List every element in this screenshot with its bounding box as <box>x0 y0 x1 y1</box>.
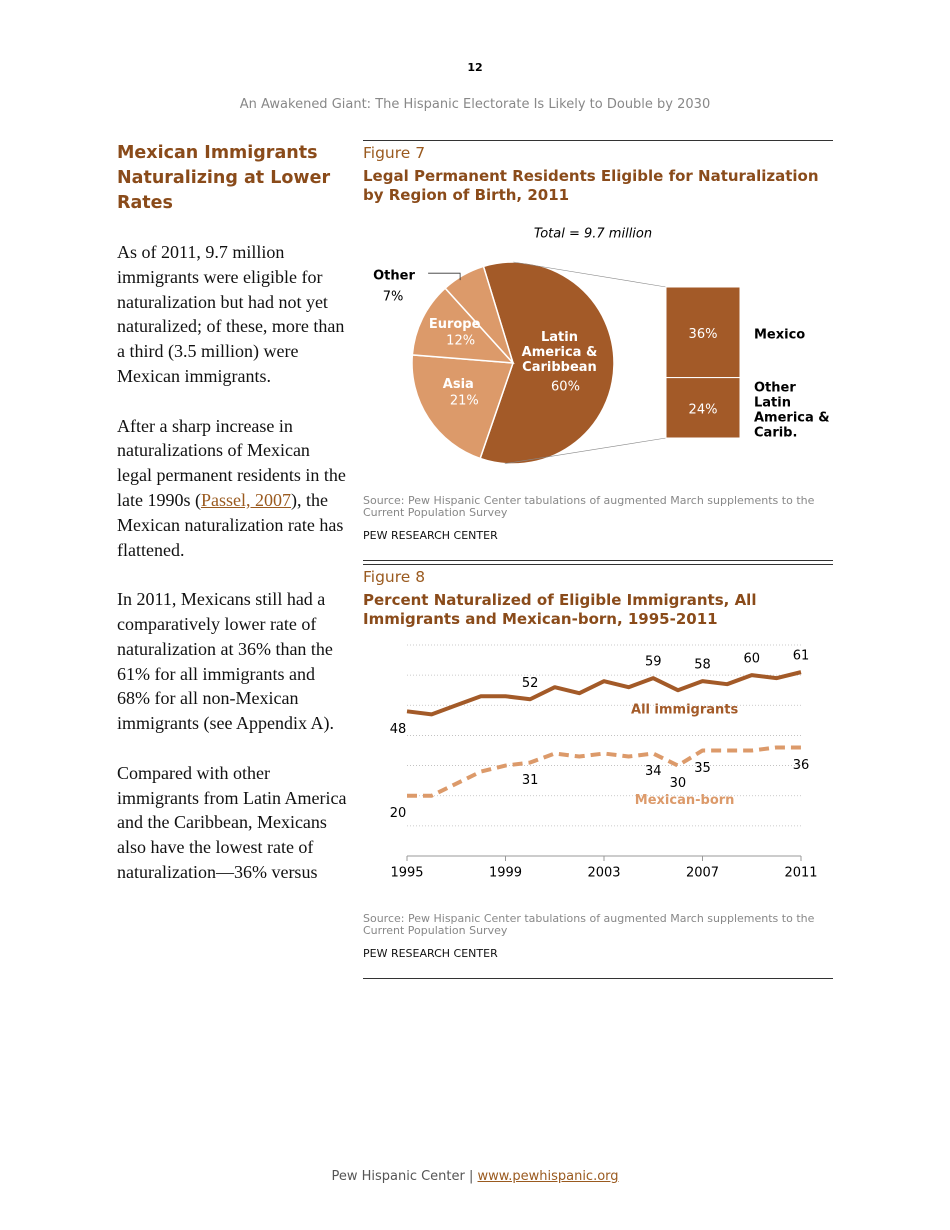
bar-label: Other Latin America & Carib. <box>754 380 830 440</box>
data-label: 31 <box>522 773 539 788</box>
slice-value: 7% <box>383 290 404 305</box>
running-title: An Awakened Giant: The Hispanic Electora… <box>239 97 711 112</box>
pie-slice <box>479 261 615 465</box>
slice-value: 12% <box>446 334 475 349</box>
paragraph: As of 2011, 9.7 million immigrants were … <box>117 242 345 386</box>
credit: PEW RESEARCH CENTER <box>363 947 498 960</box>
slice-label: Latin America & Caribbean <box>522 329 598 374</box>
data-label: 34 <box>645 764 662 779</box>
data-label: 20 <box>390 806 407 821</box>
data-label: 60 <box>743 652 760 667</box>
figure-label: Figure 7 <box>363 144 426 162</box>
series-line <box>406 670 802 717</box>
breakdown-bar <box>665 286 741 379</box>
line-chart: 1995 1999 2003 2007 2011 48 52 59 58 60 61 All immi… <box>390 644 818 881</box>
rule <box>363 564 833 565</box>
paragraph: After a sharp increase in naturalization… <box>117 414 349 563</box>
paragraph-text: After a sharp increase in naturalization… <box>117 415 346 510</box>
credit: PEW RESEARCH CENTER <box>363 529 498 542</box>
source-note: Source: Pew Hispanic Center tabulations … <box>363 912 815 937</box>
citation-link[interactable]: Passel, 2007 <box>200 489 291 510</box>
slice-label: Europe <box>429 317 481 332</box>
x-tick-label: 2011 <box>784 866 817 881</box>
slice-label: Other <box>373 269 415 284</box>
pie-slice <box>444 265 514 364</box>
connector <box>504 437 667 464</box>
leader-line <box>428 272 461 281</box>
paragraph: In 2011, Mexicans still had a comparativ… <box>117 589 334 734</box>
pie-slice <box>411 354 515 460</box>
slice-value: 21% <box>450 394 479 409</box>
x-tick-label: 1995 <box>390 866 423 881</box>
data-label: 58 <box>694 658 711 673</box>
figure-title: Legal Permanent Residents Eligible for N… <box>363 167 819 204</box>
paragraph: Compared with other immigrants from Lati… <box>117 762 347 882</box>
data-label: 61 <box>793 649 810 664</box>
data-label: 52 <box>522 676 539 691</box>
x-tick-label: 1999 <box>489 866 522 881</box>
series-label: All immigrants <box>631 703 738 718</box>
series-label: Mexican-born <box>635 793 735 808</box>
slice-value: 60% <box>551 379 580 394</box>
section-heading: Mexican Immigrants Naturalizing at Lower… <box>117 143 331 213</box>
data-label: 30 <box>670 776 687 791</box>
series-line <box>407 745 801 798</box>
connector <box>513 261 667 288</box>
bar-value: 24% <box>689 402 718 417</box>
figure-title: Percent Naturalized of Eligible Immigran… <box>363 591 757 628</box>
data-label: 48 <box>390 722 407 737</box>
footer-text: Pew Hispanic Center | <box>331 1169 474 1184</box>
data-label: 36 <box>793 758 810 773</box>
slice-label: Asia <box>443 377 474 392</box>
x-tick-label: 2007 <box>686 866 719 881</box>
chart-subtitle: Total = 9.7 million <box>534 227 652 242</box>
bar-value: 36% <box>689 327 718 342</box>
paragraph-text: ), the Mexican naturalization rate has f… <box>117 489 344 560</box>
x-tick-label: 2003 <box>587 866 620 881</box>
breakdown-bar <box>665 377 741 439</box>
source-note: Source: Pew Hispanic Center tabulations … <box>363 494 815 519</box>
page-number: 12 <box>467 61 483 74</box>
rule <box>363 140 833 141</box>
pie-slice <box>411 287 515 364</box>
rule <box>363 560 833 561</box>
data-label: 35 <box>694 761 711 776</box>
data-label: 59 <box>645 655 662 670</box>
rule <box>363 978 833 979</box>
pie-chart: Total = 9.7 million Latin America & Caribbe… <box>373 227 830 465</box>
figure-label: Figure 8 <box>363 568 426 586</box>
footer: Pew Hispanic Center | www.pewhispanic.or… <box>0 1169 950 1184</box>
sidebar-text: As of 2011, 9.7 million immigrants were … <box>117 240 349 910</box>
footer-link[interactable]: www.pewhispanic.org <box>477 1169 619 1184</box>
bar-label: Mexico <box>754 327 805 342</box>
